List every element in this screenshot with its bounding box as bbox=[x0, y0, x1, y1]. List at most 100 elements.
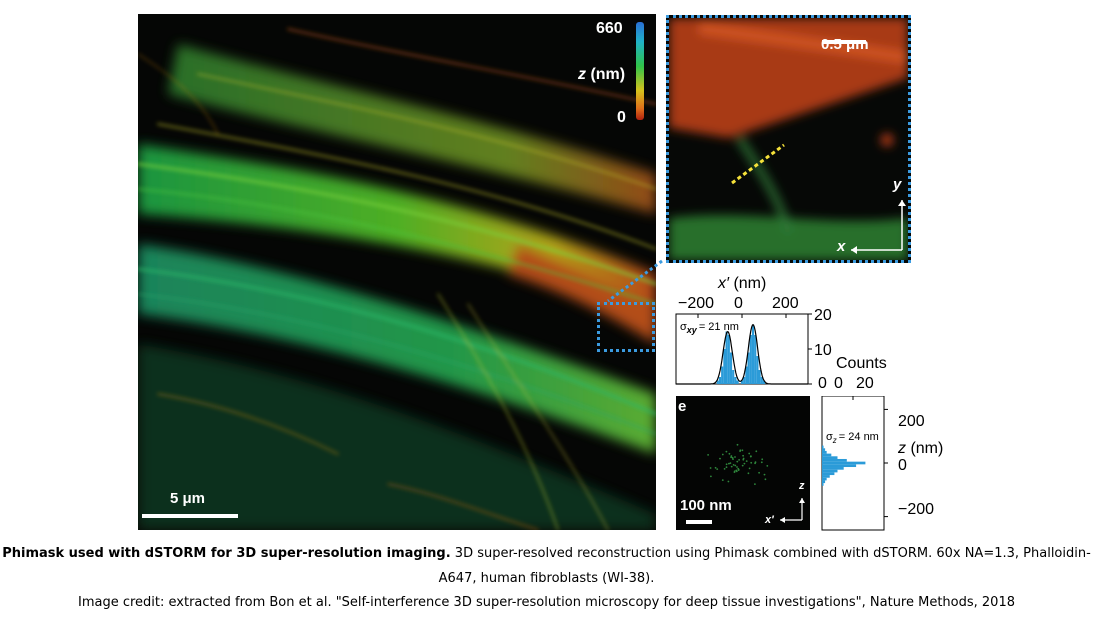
z-histogram-bar bbox=[822, 477, 827, 481]
localization-point bbox=[758, 471, 760, 474]
xy-x-tick-label: 200 bbox=[772, 295, 799, 312]
roi-box bbox=[597, 302, 655, 352]
localization-point bbox=[734, 456, 736, 458]
roi-connector-line bbox=[607, 259, 663, 303]
z-histogram-bar bbox=[822, 469, 838, 473]
colorbar-max-label: 660 bbox=[596, 20, 623, 37]
xy-gaussian-fit bbox=[676, 324, 808, 385]
inset-y-axis-label: y bbox=[893, 176, 902, 193]
localization-point bbox=[749, 455, 752, 458]
xy-histogram-bar bbox=[747, 352, 750, 384]
localization-point bbox=[730, 456, 732, 459]
panel-e-z-axis-label: z bbox=[799, 480, 805, 492]
xy-histogram-bar bbox=[762, 380, 766, 384]
xy-histogram-bars bbox=[716, 324, 766, 384]
z-histogram-bar bbox=[822, 483, 824, 486]
counts-axis-label: Counts bbox=[836, 355, 887, 372]
colorbar-unit-label: z (nm) bbox=[578, 66, 626, 83]
colorbar-min-label: 0 bbox=[617, 109, 626, 126]
image-credit: Image credit: extracted from Bon et al. … bbox=[77, 595, 1015, 610]
xz-localization-image bbox=[686, 443, 805, 524]
xy-histogram-bar bbox=[758, 370, 761, 384]
z-histogram-bar bbox=[822, 464, 857, 468]
localization-point bbox=[766, 465, 769, 467]
caption-title: Phimask used with dSTORM for 3D super-re… bbox=[2, 546, 451, 561]
xy-histogram-bar bbox=[723, 349, 726, 384]
localization-point bbox=[760, 461, 763, 464]
colorbar-axis-symbol: z bbox=[578, 66, 586, 83]
localization-point bbox=[736, 443, 739, 446]
z-tick-marks bbox=[821, 396, 888, 518]
z-histogram-bar bbox=[822, 448, 826, 451]
z-histogram-bar bbox=[822, 450, 827, 454]
inset-scale-bar-label: 0.5 μm bbox=[821, 36, 869, 53]
panel-e-scale-bar bbox=[686, 520, 712, 524]
localization-point bbox=[733, 471, 736, 473]
xy-y-tick-label: 20 bbox=[814, 307, 832, 324]
xy-y-tick-label: 0 bbox=[818, 375, 827, 390]
xy-histogram-bar bbox=[760, 377, 763, 384]
figure-caption: Phimask used with dSTORM for 3D super-re… bbox=[0, 546, 1093, 561]
localization-point bbox=[741, 449, 744, 452]
profile-line bbox=[731, 143, 785, 185]
localization-point bbox=[739, 450, 741, 452]
xy-sigma-label: σxy = 21 nm bbox=[680, 321, 739, 335]
localization-point bbox=[736, 460, 739, 463]
localization-point bbox=[735, 469, 738, 472]
panel-e-scale-bar-label: 100 nm bbox=[680, 497, 732, 514]
sigma-value: = 21 nm bbox=[699, 321, 739, 333]
actin-filament-image bbox=[138, 22, 656, 530]
localization-point bbox=[707, 454, 709, 456]
localization-point bbox=[754, 483, 756, 485]
caption-body: 3D super-resolved reconstruction using P… bbox=[450, 546, 1091, 561]
inset-scale-bar bbox=[822, 40, 866, 44]
localization-point bbox=[754, 462, 756, 465]
localization-point bbox=[747, 472, 750, 475]
xy-x-tick-label: 0 bbox=[734, 295, 743, 312]
z-sigma-label: σz = 24 nm bbox=[826, 431, 879, 445]
z-tick-label: 0 bbox=[898, 457, 907, 474]
localization-point bbox=[725, 463, 728, 466]
xy-profile-histogram: x′ (nm) −200 0 200 σxy = 21 nm 20 10 0 Co… bbox=[675, 275, 887, 390]
xy-histogram-bar bbox=[736, 380, 739, 384]
xy-histogram-bar bbox=[725, 331, 728, 384]
localization-point bbox=[743, 462, 746, 465]
panel-e-image: e 100 nm z x′ bbox=[676, 396, 810, 530]
localization-point bbox=[742, 458, 745, 461]
localization-point bbox=[709, 467, 712, 469]
z-histogram-bar bbox=[822, 456, 838, 459]
z-profile-histogram: σz = 24 nm 200 z (nm) 0 −200 bbox=[821, 396, 943, 531]
z-tick-label: 200 bbox=[898, 413, 925, 430]
z-axis-label: z (nm) bbox=[897, 440, 943, 457]
localization-point bbox=[714, 466, 717, 469]
xy-histogram-bar bbox=[732, 370, 735, 384]
caption-line-2: A647, human fibroblasts (WI-38). bbox=[438, 571, 655, 586]
localization-point bbox=[748, 452, 751, 455]
localization-point bbox=[728, 462, 730, 465]
xy-histogram-bar bbox=[740, 380, 744, 384]
localization-point bbox=[728, 452, 731, 455]
z-histogram-bar bbox=[822, 445, 824, 449]
localization-point bbox=[764, 478, 767, 481]
xy-histogram-bar bbox=[745, 366, 748, 384]
localization-point bbox=[742, 454, 744, 457]
xy-histogram-bar bbox=[716, 380, 719, 384]
xy-histogram-bar bbox=[721, 366, 724, 384]
localization-point bbox=[761, 458, 764, 461]
localization-point bbox=[732, 464, 735, 466]
localization-point bbox=[710, 475, 712, 478]
localization-point bbox=[721, 453, 724, 456]
xy-tick-marks bbox=[697, 313, 812, 385]
z-histogram-bar bbox=[822, 472, 835, 476]
counts-tick-label: 0 bbox=[834, 375, 843, 390]
xy-histogram-bar bbox=[718, 377, 722, 384]
z-histogram-bar bbox=[822, 480, 826, 484]
z-colorbar bbox=[636, 22, 644, 120]
localization-point bbox=[723, 468, 726, 470]
localization-point bbox=[729, 462, 732, 464]
scale-bar bbox=[142, 514, 238, 518]
localization-point bbox=[721, 479, 724, 481]
localization-point bbox=[716, 468, 719, 470]
localization-point bbox=[731, 456, 734, 459]
sigma-subscript: z bbox=[832, 436, 837, 445]
